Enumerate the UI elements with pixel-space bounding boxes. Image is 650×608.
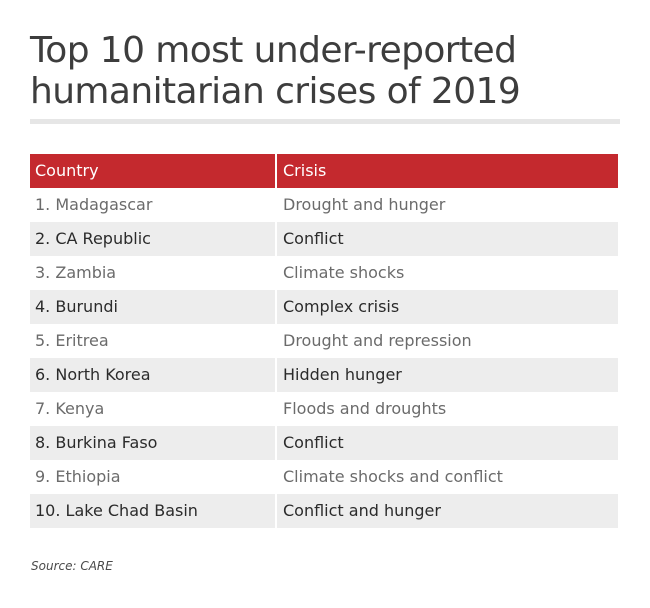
crisis-cell: Conflict bbox=[275, 222, 618, 256]
crises-table: Country Crisis 1. Madagascar Drought and … bbox=[30, 154, 618, 528]
table-body: 1. Madagascar Drought and hunger 2. CA Rep… bbox=[30, 188, 618, 528]
crisis-cell: Conflict and hunger bbox=[275, 494, 618, 528]
crisis-cell: Hidden hunger bbox=[275, 358, 618, 392]
crisis-cell: Drought and repression bbox=[275, 324, 618, 358]
country-cell: 7. Kenya bbox=[30, 392, 275, 426]
country-cell: 2. CA Republic bbox=[30, 222, 275, 256]
crisis-cell: Climate shocks bbox=[275, 256, 618, 290]
source-note: Source: CARE bbox=[31, 559, 113, 573]
page-title: Top 10 most under-reported humanitarian … bbox=[30, 30, 521, 112]
table-row: 9. Ethiopia Climate shocks and conflict bbox=[30, 460, 618, 494]
table-row: 7. Kenya Floods and droughts bbox=[30, 392, 618, 426]
table-row: 8. Burkina Faso Conflict bbox=[30, 426, 618, 460]
title-divider bbox=[30, 119, 620, 124]
crisis-cell: Drought and hunger bbox=[275, 188, 618, 222]
country-cell: 4. Burundi bbox=[30, 290, 275, 324]
column-header-crisis: Crisis bbox=[275, 154, 618, 188]
crisis-cell: Climate shocks and conflict bbox=[275, 460, 618, 494]
country-cell: 1. Madagascar bbox=[30, 188, 275, 222]
table-header-row: Country Crisis bbox=[30, 154, 618, 188]
column-header-country: Country bbox=[30, 154, 275, 188]
country-cell: 8. Burkina Faso bbox=[30, 426, 275, 460]
crisis-cell: Conflict bbox=[275, 426, 618, 460]
country-cell: 3. Zambia bbox=[30, 256, 275, 290]
country-cell: 10. Lake Chad Basin bbox=[30, 494, 275, 528]
table-row: 3. Zambia Climate shocks bbox=[30, 256, 618, 290]
table-row: 1. Madagascar Drought and hunger bbox=[30, 188, 618, 222]
table-row: 2. CA Republic Conflict bbox=[30, 222, 618, 256]
crisis-cell: Floods and droughts bbox=[275, 392, 618, 426]
country-cell: 9. Ethiopia bbox=[30, 460, 275, 494]
table-row: 5. Eritrea Drought and repression bbox=[30, 324, 618, 358]
crisis-cell: Complex crisis bbox=[275, 290, 618, 324]
table-row: 6. North Korea Hidden hunger bbox=[30, 358, 618, 392]
country-cell: 5. Eritrea bbox=[30, 324, 275, 358]
table-row: 10. Lake Chad Basin Conflict and hunger bbox=[30, 494, 618, 528]
table-row: 4. Burundi Complex crisis bbox=[30, 290, 618, 324]
country-cell: 6. North Korea bbox=[30, 358, 275, 392]
